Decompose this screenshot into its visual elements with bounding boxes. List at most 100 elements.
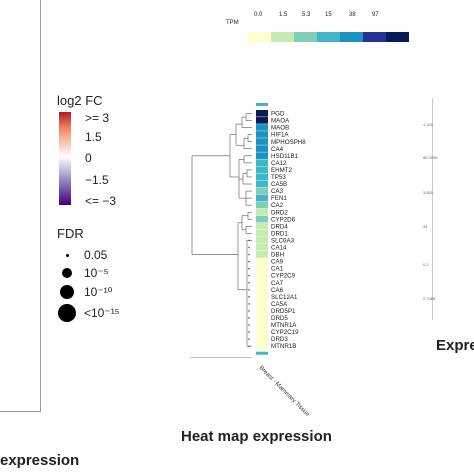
heatmap-row-label: CA1 xyxy=(271,266,284,273)
heatmap-cell xyxy=(256,265,268,272)
tpm-legend-swatch xyxy=(294,32,317,42)
heatmap-cell xyxy=(256,272,268,279)
heatmap-cell xyxy=(256,173,268,181)
right-tick-5: 0.2 xyxy=(423,262,429,267)
tpm-tick-0: 0.0 xyxy=(254,12,263,18)
fdr-dot-2 xyxy=(62,268,72,278)
dendrogram-node xyxy=(248,267,250,270)
dendrogram-node xyxy=(248,317,250,319)
heatmap-row-label: DRD2 xyxy=(271,209,288,216)
heatmap-row-label: SLC12A1 xyxy=(271,294,298,301)
dendrogram-node xyxy=(248,310,250,312)
heatmap-title: Heat map expression xyxy=(181,428,332,445)
dendrogram-node xyxy=(248,281,250,284)
heatmap-column-label: Breast - Mammary Tissue xyxy=(258,365,311,418)
heatmap-cell xyxy=(256,145,268,152)
heatmap-row-label: DRD5P1 xyxy=(271,308,296,315)
heatmap-row-label: PGD xyxy=(271,111,285,118)
fdr-label-3: 10⁻¹⁰ xyxy=(84,285,113,299)
heatmap-row-label: CA5B xyxy=(271,181,287,188)
right-plot-frame xyxy=(432,98,474,320)
tpm-legend-swatch xyxy=(248,32,271,42)
dendrogram-node xyxy=(248,296,250,298)
heatmap-cell xyxy=(256,293,268,300)
heatmap-row-label: DBH xyxy=(271,252,284,259)
heatmap-cell xyxy=(256,279,268,286)
heatmap-row-label: EHMT2 xyxy=(271,167,293,174)
heatmap-row-label: TP53 xyxy=(271,174,286,181)
heatmap-row-label: MTNR1A xyxy=(271,322,297,329)
right-tick-4: 44 xyxy=(423,224,428,229)
heatmap-row-label: DRD5 xyxy=(271,315,288,322)
heatmap-row-label: CA3 xyxy=(271,188,284,195)
heatmap-cell xyxy=(256,236,268,244)
log2fc-legend-title: log2 FC xyxy=(57,93,103,108)
log2fc-colorbar xyxy=(59,112,71,205)
dendrogram-node xyxy=(248,239,250,242)
log2fc-label-pos: 1.5 xyxy=(85,130,102,144)
heatmap-row-label: DRD1 xyxy=(271,230,288,237)
tpm-legend-swatch xyxy=(317,32,340,42)
heatmap-row-label: CA6 xyxy=(271,287,284,294)
tpm-legend: TPM 0.0 1.5 5.3 15 38 97 xyxy=(226,12,409,44)
right-tick-2: 66.0005 xyxy=(423,155,438,160)
heatmap-cell xyxy=(256,258,268,265)
heatmap-cell xyxy=(256,117,268,124)
dendrogram-node xyxy=(248,288,250,291)
heatmap-row-label: CA14 xyxy=(271,245,287,252)
dendrogram-node xyxy=(248,260,250,263)
heatmap-cell xyxy=(256,194,268,202)
heatmap-row-label: SLC6A3 xyxy=(271,237,295,244)
fdr-legend-title: FDR xyxy=(57,226,84,241)
heatmap-row-label: CA12 xyxy=(271,160,287,167)
heatmap-cell xyxy=(256,187,268,195)
heatmap-cell xyxy=(256,201,268,209)
heatmap-cell xyxy=(256,131,268,138)
tpm-legend-title: TPM xyxy=(226,20,239,26)
dendrogram-node xyxy=(248,303,250,305)
heatmap-row-label: DRD3 xyxy=(271,336,288,343)
heatmap-row-label: CA5A xyxy=(271,301,288,308)
heatmap-row-label: FEN1 xyxy=(271,195,287,202)
tissue-bar-top xyxy=(256,103,268,106)
dendrogram-node xyxy=(248,253,250,256)
tpm-tick-1: 1.5 xyxy=(279,12,288,18)
dendrogram-node xyxy=(248,246,250,249)
heatmap-row-label: HSD11B1 xyxy=(271,153,299,160)
fdr-label-2: 10⁻⁵ xyxy=(84,266,109,280)
heatmap-row-label: CA4 xyxy=(271,146,284,153)
right-tick-3: 3.655 xyxy=(423,190,434,195)
log2fc-label-zero: 0 xyxy=(85,151,92,165)
left-plot-frame xyxy=(0,0,41,412)
heatmap-row-label: CYP2C19 xyxy=(271,329,299,336)
fdr-dot-3 xyxy=(60,285,74,299)
heatmap-cell xyxy=(256,342,268,350)
right-panel-title: Expre xyxy=(436,337,474,354)
heatmap-cell xyxy=(256,110,268,117)
heatmap-cell xyxy=(256,222,268,230)
fdr-label-4: <10⁻¹⁵ xyxy=(84,306,120,320)
heatmap-cell xyxy=(256,215,268,223)
fdr-label-1: 0.05 xyxy=(84,248,108,262)
heatmap-row-label: MAOB xyxy=(271,125,289,132)
heatmap-cell xyxy=(256,152,268,159)
tpm-tick-4: 38 xyxy=(349,12,356,18)
tpm-legend-swatch xyxy=(363,32,386,42)
heatmap-row-label: MTNR1B xyxy=(271,343,296,350)
heatmap-chart: PGDMAOAMAOBHIF1AMPHOSPH8CA4HSD11B1CA12EH… xyxy=(190,103,311,418)
tpm-tick-2: 5.3 xyxy=(302,12,311,18)
heatmap-cell xyxy=(256,229,268,237)
heatmap-row-label: CA7 xyxy=(271,280,284,287)
dendrogram-node xyxy=(248,338,250,340)
dendrogram-node xyxy=(248,331,250,333)
heatmap-cell xyxy=(256,286,268,293)
fdr-dot-1 xyxy=(66,254,69,257)
heatmap-cell xyxy=(256,300,268,307)
heatmap-cell xyxy=(256,307,268,315)
heatmap-cell xyxy=(256,159,268,166)
heatmap-cell xyxy=(256,138,268,145)
dendrogram-node xyxy=(248,324,250,326)
heatmap-row-label: HIF1A xyxy=(271,132,289,139)
tissue-bar-bottom xyxy=(256,351,268,355)
heatmap-cell xyxy=(256,166,268,174)
